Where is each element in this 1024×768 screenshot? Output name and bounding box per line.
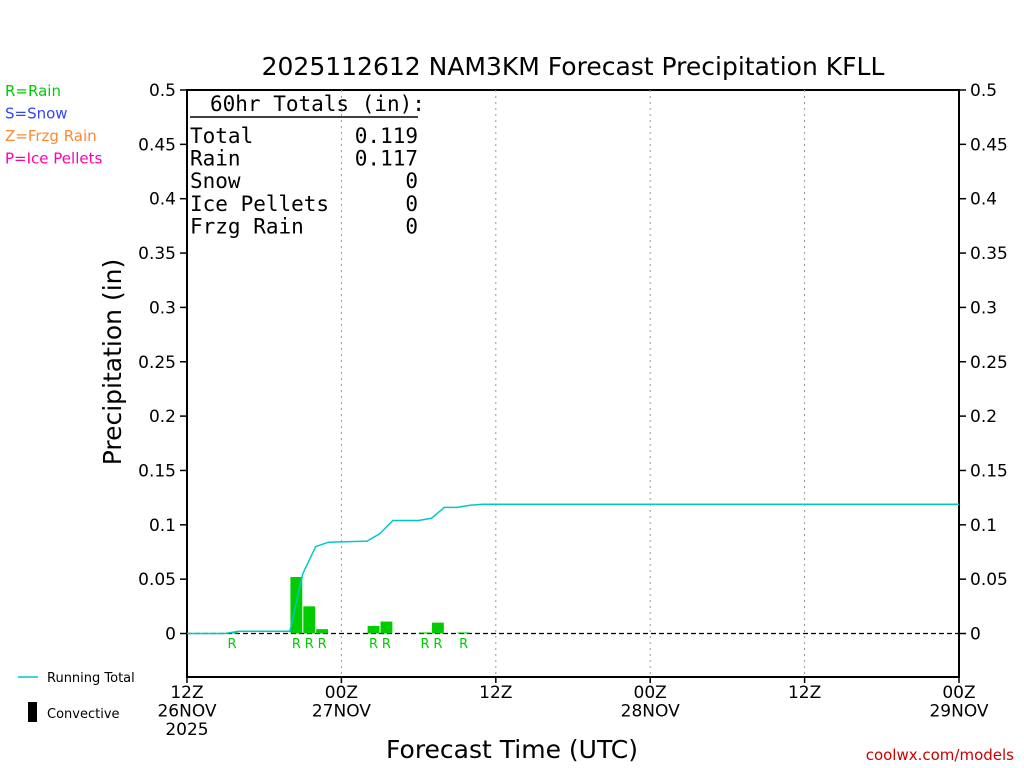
precip-type-label: R [318,637,327,652]
grid-lines [340,90,806,677]
running-total-line [187,503,959,635]
precipitation-type-legend: R=Rain S=Snow Z=Frzg Rain P=Ice Pellets [5,82,102,168]
y-tick-label-right: 0.45 [970,135,1008,155]
plot-area [186,89,960,678]
x-tick-label: 26NOV [157,702,216,722]
precip-type-label: R [369,637,378,652]
x-tick-label: 29NOV [929,702,988,722]
y-tick-label-right: 0.3 [970,298,997,318]
x-tick-label: 12Z [479,683,512,703]
legend-entry: S=Snow [5,105,68,123]
precip-bar [431,622,444,634]
totals-row-label: Ice Pellets [190,192,329,216]
y-tick-label-left: 0.2 [149,407,176,427]
bottom-legend: Running Total Convective [18,671,135,722]
legend-entry: R=Rain [5,82,61,100]
x-tick-label: 27NOV [312,702,371,722]
convective-legend-swatch [28,702,37,722]
precip-bar [457,632,470,634]
totals-title: 60hr Totals (in): [210,92,425,116]
x-tick-label: 12Z [788,683,821,703]
totals-row-value: 0 [405,169,418,193]
convective-legend-label: Convective [47,707,120,722]
credit-text: coolwx.com/models [866,746,1014,764]
x-tick-label: 00Z [325,683,358,703]
y-tick-label-left: 0.25 [138,353,176,373]
y-tick-label-left: 0.3 [149,298,176,318]
precip-type-label: R [459,637,468,652]
y-tick-label-right: 0.1 [970,516,997,536]
chart-title: 2025112612 NAM3KM Forecast Precipitation… [262,52,885,81]
y-tick-label-left: 0.35 [138,244,176,264]
precip-bar [316,629,329,634]
totals-row-label: Rain [190,147,241,171]
x-axis-label: Forecast Time (UTC) [386,735,638,764]
precip-type-label: R [228,637,237,652]
y-tick-label-left: 0.5 [149,81,176,101]
y-tick-label-left: 0.1 [149,516,176,536]
precip-type-label: R [433,637,442,652]
running-total-legend-label: Running Total [47,671,135,686]
y-tick-label-right: 0.15 [970,461,1008,481]
y-tick-label-left: 0.45 [138,135,176,155]
precip-bar [367,625,380,634]
y-tick-label-right: 0 [970,625,981,645]
x-tick-label: 2025 [165,720,208,740]
totals-row-value: 0.117 [355,147,418,171]
y-tick-label-right: 0.05 [970,570,1008,590]
precipitation-bars [226,576,470,634]
y-tick-label-left: 0.15 [138,461,176,481]
x-tick-label: 00Z [942,683,975,703]
totals-row-value: 0 [405,192,418,216]
precip-bar [419,632,431,634]
y-axis-ticks: 0 00.05 0.050.1 0.10.15 0.150.2 0.20.25 0.250.… [138,81,1008,645]
totals-box: 60hr Totals (in): Total 0.119 Rain 0.117 Sno… [190,92,425,238]
y-tick-label-left: 0 [165,625,176,645]
precip-bar [380,621,393,634]
totals-row-value: 0.119 [355,124,418,148]
precip-type-label: R [292,637,301,652]
y-tick-label-right: 0.2 [970,407,997,427]
precip-type-label: R [305,637,314,652]
totals-row-label: Total [190,124,253,148]
totals-row-label: Snow [190,169,241,193]
y-axis-label: Precipitation (in) [98,259,127,466]
precip-bar [303,606,316,634]
totals-row-value: 0 [405,214,418,238]
totals-row-label: Frzg Rain [190,214,304,238]
x-tick-label: 00Z [634,683,667,703]
x-tick-label: 12Z [170,683,203,703]
y-tick-label-right: 0.25 [970,353,1008,373]
y-tick-label-right: 0.4 [970,190,997,210]
totals-rows: Total 0.119 Rain 0.117 Snow 0 Ice Pellets 0 Frzg… [190,124,418,238]
precip-type-label: R [421,637,430,652]
y-tick-label-left: 0.05 [138,570,176,590]
y-tick-label-right: 0.5 [970,81,997,101]
running-total-series [187,503,959,635]
x-tick-label: 28NOV [621,702,680,722]
y-tick-label-right: 0.35 [970,244,1008,264]
legend-entry: Z=Frzg Rain [5,127,97,145]
y-tick-label-left: 0.4 [149,190,176,210]
legend-entry: P=Ice Pellets [5,150,102,168]
precip-type-label: R [382,637,391,652]
